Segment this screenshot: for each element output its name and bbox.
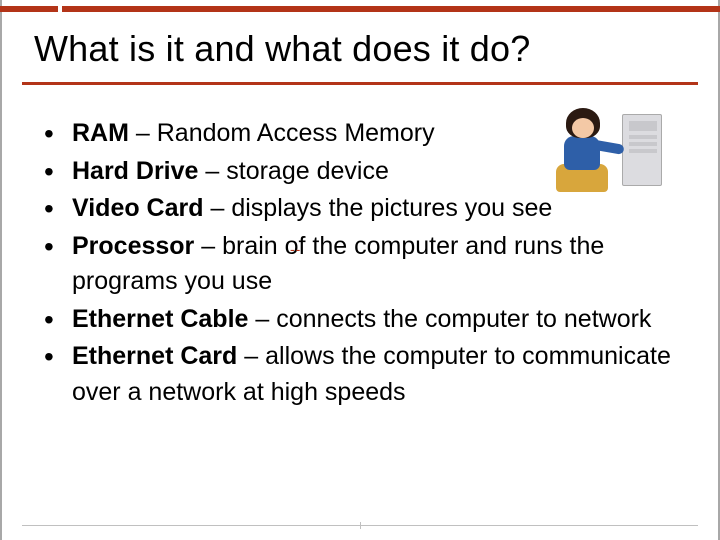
definition: – connects the computer to network: [248, 305, 651, 333]
definition: – storage device: [198, 157, 388, 185]
list-item: RAM – Random Access Memory: [44, 116, 674, 152]
list-item: Ethernet Card – allows the computer to c…: [44, 339, 674, 410]
term: Video Card: [72, 194, 204, 222]
term: Ethernet Card: [72, 342, 237, 370]
footer-rule: [22, 525, 698, 526]
accent-segment-short: [0, 6, 58, 12]
definition: – displays the pictures you see: [204, 194, 553, 222]
term: Ethernet Cable: [72, 305, 248, 333]
definition: – Random Access Memory: [129, 119, 435, 147]
list-item: Video Card – displays the pictures you s…: [44, 191, 674, 227]
list-item: Ethernet Cable – connects the computer t…: [44, 302, 674, 338]
top-accent-bar: [0, 6, 720, 12]
title-underline: [22, 82, 698, 85]
list-item: Processor – brain of the computer and ru…: [44, 229, 674, 300]
stray-dashes: --: [290, 241, 301, 257]
slide-edge-left: [0, 0, 2, 540]
definition-list: RAM – Random Access Memory Hard Drive – …: [44, 116, 674, 412]
slide-title: What is it and what does it do?: [34, 28, 530, 70]
term: Processor: [72, 232, 194, 260]
term: RAM: [72, 119, 129, 147]
accent-segment-long: [62, 6, 720, 12]
list-item: Hard Drive – storage device: [44, 154, 674, 190]
term: Hard Drive: [72, 157, 198, 185]
